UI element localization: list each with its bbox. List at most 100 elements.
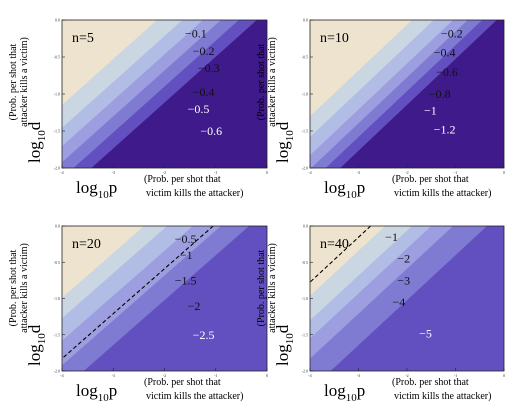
y-axis-label: log10d [273,324,296,366]
contour-panel-1: -4 -3 -2 -1 0 0.0 -0.5 -1.0 -1.5 -2.0 −0.1 −0.2 −0.3… [8,18,268,202]
x-tick-label: -1 [454,373,457,378]
contour-panel-2: -4 -3 -2 -1 0 0.0 -0.5 -1.0 -1.5 -2.0 −0.2 −0.4 −0.6… [256,18,505,202]
contour-label: −1 [180,248,193,262]
y-tick-label: -1.5 [54,129,60,134]
contour-label: −2 [188,299,201,313]
x-axis-label: log10p [324,381,365,404]
y-axis-note-line: (Prob. per shot that [256,249,267,326]
contour-label: −0.5 [175,232,197,246]
contour-band-5 [330,226,504,371]
y-tick-label: -1.0 [302,92,308,97]
x-axis-note-line: (Prob. per shot that [392,377,469,388]
y-tick-label: 0.0 [55,18,60,23]
y-axis-note-line: (Prob. per shot that [256,43,267,120]
y-axis-label: log10d [25,121,48,163]
x-tick-label: 0 [503,373,505,378]
y-tick-label: -2.0 [54,166,60,171]
y-tick-label: -1.5 [302,332,308,337]
dashed-reference-line [310,226,371,283]
x-tick-label: -2 [163,373,166,378]
y-tick-label: -2.0 [302,369,308,374]
panel-title: n=10 [320,31,349,46]
x-tick-label: 0 [266,170,268,175]
contour-label: −1.2 [434,123,456,137]
x-tick-label: -4 [308,373,311,378]
x-tick-label: -2 [405,373,408,378]
contour-band-5 [83,226,267,371]
x-tick-label: -2 [405,170,408,175]
x-axis-label: log10p [324,178,365,201]
contour-label: −0.3 [198,61,220,75]
x-axis-note-line: (Prob. per shot that [144,377,221,388]
x-axis-note-line: victim kills the attacker) [146,188,243,199]
panel-title: n=40 [320,237,349,252]
y-tick-label: -1.0 [54,296,60,301]
contour-label: −1 [385,230,398,244]
y-tick-label: -2.0 [302,166,308,171]
contour-label: −0.4 [193,85,215,99]
y-axis-note-line: attacker kills a victim) [19,37,30,127]
x-tick-label: -2 [163,170,166,175]
y-axis-note-line: (Prob. per shot that [8,249,19,326]
y-axis-note-line: attacker kills a victim) [19,243,30,333]
contour-label: −0.5 [188,102,210,116]
contour-label: −0.2 [441,26,463,40]
x-axis-note-line: (Prob. per shot that [392,174,469,185]
x-tick-label: -1 [214,170,217,175]
x-tick-label: -1 [214,373,217,378]
x-tick-label: -3 [112,373,115,378]
y-tick-label: -1.0 [54,92,60,97]
y-axis-label: log10d [25,324,48,366]
contour-label: −5 [419,326,432,340]
dashed-reference-line [62,226,214,360]
contour-band-6 [340,20,504,168]
contour-label: −2 [397,252,410,266]
y-tick-label: -0.5 [302,260,308,265]
x-tick-label: 0 [266,373,268,378]
y-tick-label: -1.0 [302,296,308,301]
x-axis-note-line: victim kills the attacker) [146,391,243,402]
contour-label: −0.6 [200,124,222,138]
x-axis-label: log10p [76,381,117,404]
contour-label: −0.8 [429,87,451,101]
contour-label: −4 [392,295,405,309]
y-tick-label: 0.0 [55,224,60,229]
panel-title: n=20 [72,237,101,252]
x-tick-label: -1 [454,170,457,175]
y-tick-label: -1.5 [54,332,60,337]
contour-label: −0.2 [193,44,215,58]
contour-label: −0.1 [185,26,207,40]
y-axis-note-line: attacker kills a victim) [267,243,278,333]
x-tick-label: -3 [357,170,360,175]
y-tick-label: -0.5 [54,260,60,265]
y-tick-label: -0.5 [302,55,308,60]
contour-label: −0.4 [434,46,456,60]
contour-label: −2.5 [193,328,215,342]
y-axis-label: log10d [273,121,296,163]
x-axis-note-line: (Prob. per shot that [144,174,221,185]
x-axis-note-line: victim kills the attacker) [394,188,491,199]
contour-band-6 [91,20,267,168]
contour-label: −1.5 [175,273,197,287]
contour-label: −1 [424,103,437,117]
contour-panel-4: -4 -3 -2 -1 0 0.0 -0.5 -1.0 -1.5 -2.0 −1 −2 −3 −4 −5 n=… [256,224,505,405]
x-axis-note-line: victim kills the attacker) [394,391,491,402]
y-tick-label: -2.0 [54,369,60,374]
panel-title: n=5 [72,31,94,46]
x-tick-label: -3 [357,373,360,378]
x-tick-label: -4 [60,373,63,378]
x-tick-label: -4 [60,170,63,175]
y-tick-label: 0.0 [303,224,308,229]
contour-label: −3 [397,273,410,287]
x-axis-label: log10p [76,178,117,201]
contour-label: −0.6 [436,65,458,79]
x-tick-label: 0 [503,170,505,175]
y-tick-label: 0.0 [303,18,308,23]
y-tick-label: -1.5 [302,129,308,134]
y-axis-note-line: (Prob. per shot that [8,43,19,120]
x-tick-label: -3 [112,170,115,175]
x-tick-label: -4 [308,170,311,175]
y-axis-note-line: attacker kills a victim) [267,37,278,127]
contour-panel-3: -4 -3 -2 -1 0 0.0 -0.5 -1.0 -1.5 -2.0 −0.5 −1 −1.5 −2… [8,224,268,405]
